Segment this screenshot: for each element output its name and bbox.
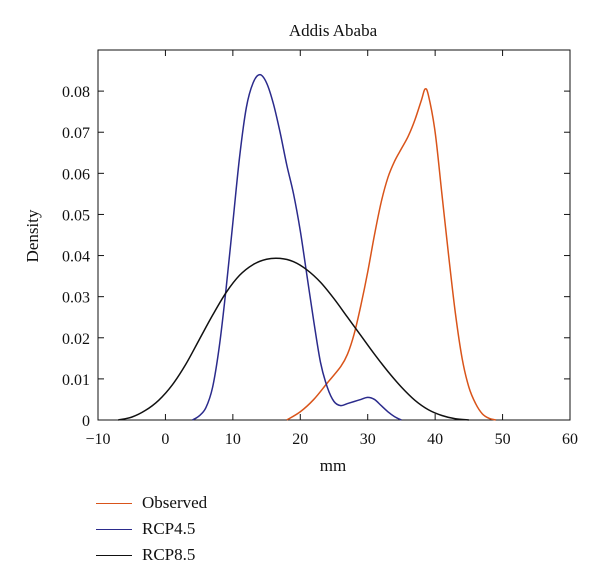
plot-frame <box>97 49 571 421</box>
series-line-rcp45 <box>192 73 402 421</box>
x-tick-label: 40 <box>427 431 443 448</box>
x-tick-label: 30 <box>360 431 376 448</box>
legend-label-rcp85: RCP8.5 <box>142 545 196 564</box>
y-tick-label: 0.05 <box>62 207 90 224</box>
legend-label-rcp45: RCP4.5 <box>142 519 196 538</box>
plot-area: −10 0 10 20 30 40 50 6000.010.020.030.040.050.0… <box>62 49 578 448</box>
x-tick-label: 50 <box>495 431 511 448</box>
x-tick-label: 0 <box>161 431 169 448</box>
x-axis-label: mm <box>320 456 346 475</box>
y-tick-label: 0.07 <box>62 125 90 142</box>
legend: Observed RCP4.5 RCP8.5 <box>96 490 207 568</box>
legend-item-observed: Observed <box>96 490 207 516</box>
y-tick-label: 0.08 <box>62 84 90 101</box>
y-tick-label: 0.01 <box>62 372 90 389</box>
y-tick-label: 0 <box>82 413 90 430</box>
legend-item-rcp85: RCP8.5 <box>96 542 207 568</box>
y-tick-label: 0.04 <box>62 249 90 266</box>
x-tick-label: 60 <box>562 431 578 448</box>
legend-swatch-rcp45 <box>96 528 132 530</box>
y-tick-label: 0.02 <box>62 331 90 348</box>
series-line-rcp85 <box>118 257 469 421</box>
chart-title: Addis Ababa <box>289 21 378 40</box>
legend-label-observed: Observed <box>142 493 208 512</box>
y-axis-label: Density <box>23 209 42 262</box>
y-tick-label: 0.03 <box>62 290 90 307</box>
x-tick-label: 10 <box>225 431 241 448</box>
x-tick-label: 20 <box>292 431 308 448</box>
series-line-observed <box>286 87 497 421</box>
legend-swatch-observed <box>96 502 132 504</box>
legend-item-rcp45: RCP4.5 <box>96 516 207 542</box>
x-tick-label: −10 <box>85 431 110 448</box>
y-tick-label: 0.06 <box>62 166 90 183</box>
legend-swatch-rcp85 <box>96 554 132 556</box>
